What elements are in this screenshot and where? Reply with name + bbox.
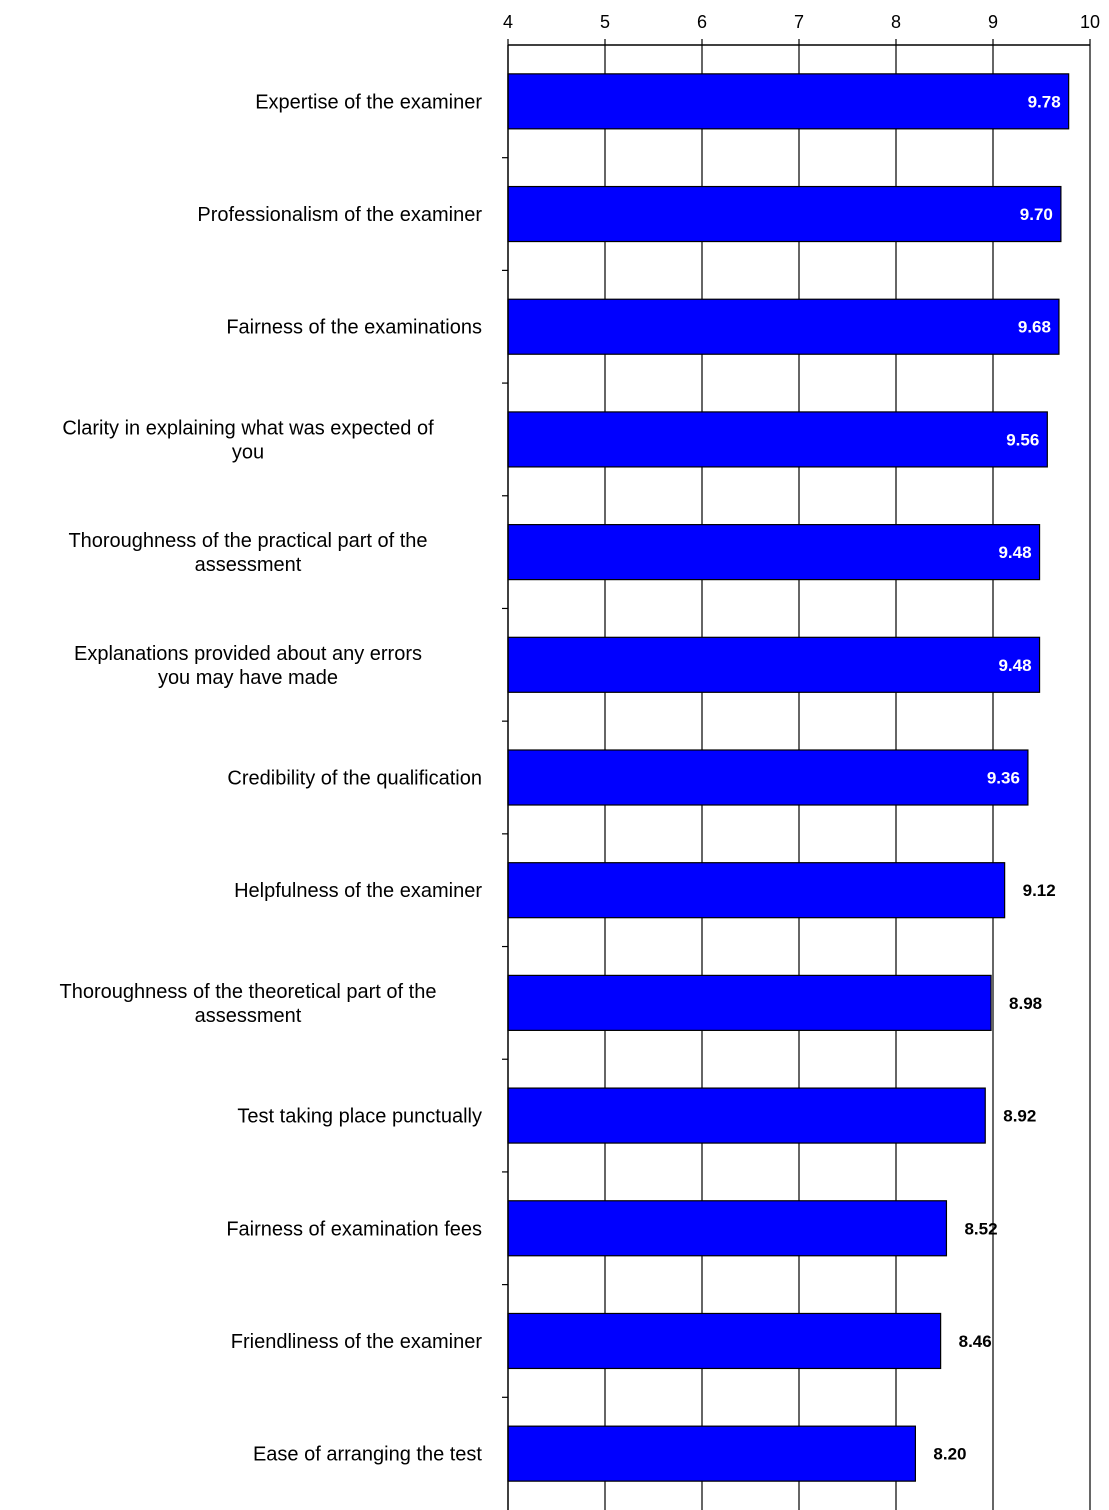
category-label-line: you may have made xyxy=(158,667,338,689)
value-label: 9.48 xyxy=(998,656,1031,675)
category-label-line: assessment xyxy=(195,554,302,576)
bar xyxy=(507,73,1070,130)
x-tick-label: 6 xyxy=(697,12,707,32)
category-label-line: Thoroughness of the theoretical part of … xyxy=(60,981,437,1003)
category-label-line: Explanations provided about any errors xyxy=(74,643,422,665)
value-label: 9.48 xyxy=(998,543,1031,562)
value-label: 9.70 xyxy=(1020,205,1053,224)
category-label-line: Thoroughness of the practical part of th… xyxy=(68,530,427,552)
category-label-line: Professionalism of the examiner xyxy=(197,204,482,226)
bar xyxy=(507,749,1029,806)
category-label-line: you xyxy=(232,441,264,463)
category-label: Test taking place punctually xyxy=(237,1106,482,1128)
value-labels: 9.78 9.70 9.68 9.56 9.48 9.48 9.36 9.12 8.98 8.92… xyxy=(933,92,1060,1463)
category-label-line: Clarity in explaining what was expected … xyxy=(62,417,434,439)
x-tick-label: 5 xyxy=(600,12,610,32)
category-label: Expertise of the examiner xyxy=(255,91,482,113)
category-label: Credibility of the qualification xyxy=(227,768,482,790)
category-label: Clarity in explaining what was expected … xyxy=(62,417,434,463)
category-label-line: Friendliness of the examiner xyxy=(231,1331,483,1353)
category-label: Fairness of the examinations xyxy=(226,317,482,339)
bar xyxy=(507,636,1041,693)
category-label-line: Fairness of examination fees xyxy=(226,1218,482,1240)
category-label: Thoroughness of the theoretical part of … xyxy=(60,981,437,1027)
bar xyxy=(507,862,1006,919)
x-tick-label: 7 xyxy=(794,12,804,32)
bar xyxy=(507,411,1048,468)
bar xyxy=(507,298,1060,355)
bar xyxy=(507,974,992,1031)
x-tick-label: 8 xyxy=(891,12,901,32)
value-label: 9.78 xyxy=(1028,92,1061,111)
bar xyxy=(507,185,1062,243)
category-label-line: Test taking place punctually xyxy=(237,1106,482,1128)
category-label: Ease of arranging the test xyxy=(253,1444,482,1466)
bar xyxy=(507,1087,986,1144)
value-label: 8.98 xyxy=(1009,994,1042,1013)
category-label-line: Ease of arranging the test xyxy=(253,1444,482,1466)
category-labels: Expertise of the examiner Professionalism… xyxy=(60,91,483,1465)
bar xyxy=(507,524,1041,581)
category-label: Friendliness of the examiner xyxy=(231,1331,483,1353)
category-label-line: assessment xyxy=(195,1005,302,1027)
value-label: 8.52 xyxy=(964,1219,997,1238)
value-label: 8.92 xyxy=(1003,1107,1036,1126)
x-tick-label: 4 xyxy=(503,12,513,32)
value-label: 8.20 xyxy=(933,1445,966,1464)
category-label: Professionalism of the examiner xyxy=(197,204,482,226)
value-label: 9.56 xyxy=(1006,430,1039,449)
category-label: Fairness of examination fees xyxy=(226,1218,482,1240)
value-label: 8.46 xyxy=(959,1332,992,1351)
x-tick-label: 10 xyxy=(1080,12,1100,32)
category-label-line: Helpfulness of the examiner xyxy=(234,880,482,902)
category-label-line: Expertise of the examiner xyxy=(255,91,482,113)
category-label: Explanations provided about any errors yo… xyxy=(74,643,422,689)
category-label-line: Credibility of the qualification xyxy=(227,768,482,790)
value-label: 9.12 xyxy=(1023,881,1056,900)
category-label-line: Fairness of the examinations xyxy=(226,317,482,339)
bar xyxy=(507,1312,942,1370)
category-label: Thoroughness of the practical part of th… xyxy=(68,530,427,576)
x-tick-label: 9 xyxy=(988,12,998,32)
x-tick-labels: 4 5 6 7 8 9 10 xyxy=(503,12,1100,32)
value-label: 9.68 xyxy=(1018,318,1051,337)
bar xyxy=(507,1200,948,1257)
category-label: Helpfulness of the examiner xyxy=(234,880,482,902)
bar xyxy=(507,1425,916,1482)
bars xyxy=(507,73,1070,1482)
value-label: 9.36 xyxy=(987,769,1020,788)
axes xyxy=(502,39,1091,1510)
